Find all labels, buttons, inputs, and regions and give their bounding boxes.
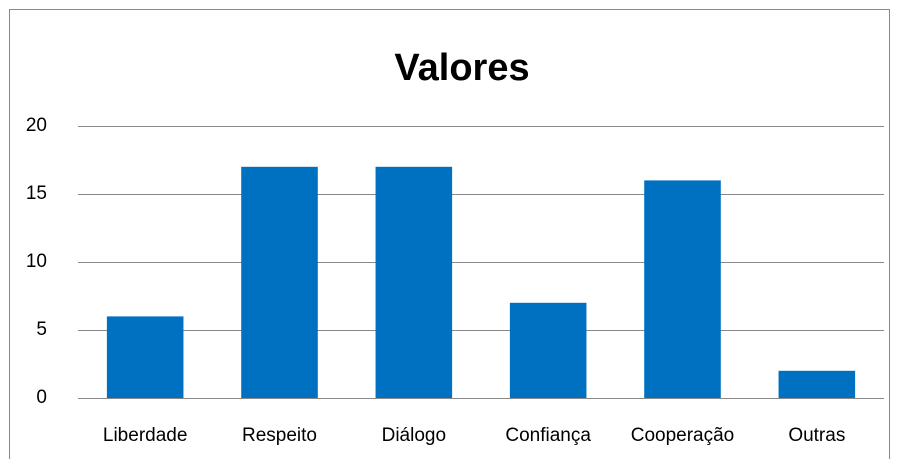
x-tick-label: Liberdade	[103, 425, 188, 446]
x-tick-label: Confiança	[505, 425, 591, 446]
y-tick-label: 20	[26, 115, 47, 136]
y-tick-label: 5	[36, 319, 47, 340]
x-tick-label: Outras	[788, 425, 845, 446]
y-tick-label: 0	[36, 387, 47, 408]
bar	[241, 166, 318, 398]
bar	[375, 166, 453, 398]
bar	[778, 370, 856, 398]
chart-frame	[9, 9, 890, 459]
bar	[509, 302, 587, 398]
bar	[644, 180, 721, 398]
x-tick-label: Respeito	[242, 425, 317, 446]
y-tick-label: 15	[26, 183, 47, 204]
chart-title: Valores	[394, 47, 529, 89]
x-tick-label: Diálogo	[382, 425, 446, 446]
bar	[106, 316, 184, 398]
x-tick-label: Cooperação	[631, 425, 735, 446]
y-tick-label: 10	[26, 251, 47, 272]
